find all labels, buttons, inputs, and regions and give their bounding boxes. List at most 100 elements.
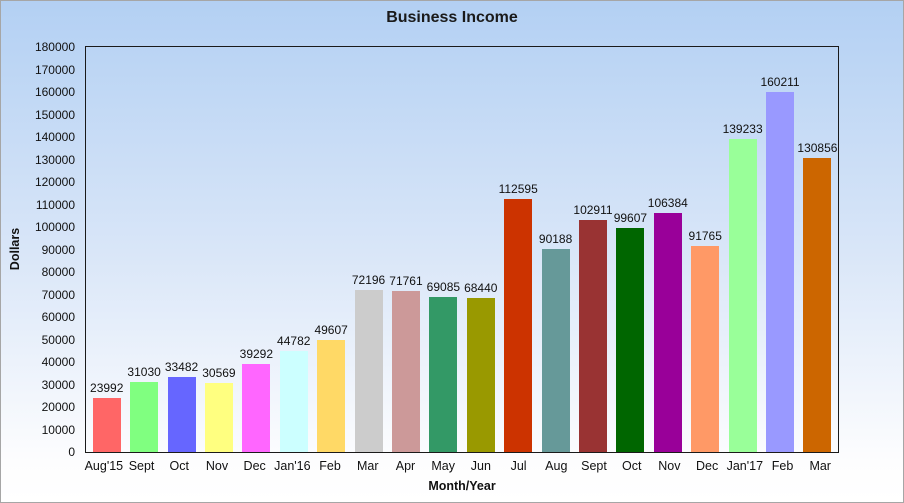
x-tick-slot: Dec bbox=[236, 459, 274, 473]
bar-slot: 90188 bbox=[537, 47, 574, 452]
bar-dec-16 bbox=[691, 245, 720, 452]
x-tick-label: Nov bbox=[205, 459, 229, 473]
x-tick-slot: Oct bbox=[613, 459, 651, 473]
y-tick-label: 120000 bbox=[34, 175, 75, 189]
x-tick-label: Feb bbox=[319, 459, 341, 473]
bar-value-label: 49607 bbox=[314, 323, 348, 338]
x-tick-label: Jan'16 bbox=[274, 459, 311, 473]
x-tick-slot: Jan'17 bbox=[726, 459, 764, 473]
bar-value-label: 30569 bbox=[202, 366, 236, 381]
y-tick-label: 50000 bbox=[41, 332, 75, 347]
x-tick-label: Feb bbox=[771, 459, 794, 473]
x-tick-slot: Jul bbox=[500, 459, 538, 473]
x-tick-slot: Sept bbox=[575, 459, 613, 473]
bar-slot: 30569 bbox=[200, 47, 237, 452]
bar-value-label: 31030 bbox=[127, 365, 161, 380]
bar-feb-6 bbox=[317, 340, 346, 452]
x-tick-slot: Dec bbox=[688, 459, 726, 473]
bar-value-label: 139233 bbox=[722, 121, 763, 136]
y-tick-label: 110000 bbox=[35, 197, 75, 212]
bar-mar-19 bbox=[803, 157, 832, 452]
x-tick-label: Aug bbox=[545, 459, 568, 473]
y-tick-label: 130000 bbox=[34, 152, 75, 167]
bar-oct-14 bbox=[616, 227, 645, 452]
bar-mar-7 bbox=[354, 289, 383, 452]
y-axis-labels: 0 10000 20000 30000 40000 50000 60000 70000 8000… bbox=[1, 40, 80, 459]
bar-feb-18 bbox=[766, 91, 795, 452]
y-tick-label: 90000 bbox=[41, 242, 75, 257]
x-tick-label: Sept bbox=[128, 459, 155, 473]
chart-title: Business Income bbox=[386, 9, 518, 26]
bar-value-label: 68440 bbox=[464, 281, 498, 296]
bar-aug-12 bbox=[541, 249, 570, 452]
bar-aug15-0 bbox=[92, 398, 121, 452]
x-tick-slot: Jan'16 bbox=[274, 459, 312, 473]
bar-slot: 72196 bbox=[350, 47, 387, 452]
x-tick-slot: Feb bbox=[311, 459, 349, 473]
bar-value-label: 106384 bbox=[647, 195, 688, 210]
x-tick-label: Dec bbox=[243, 459, 266, 473]
bar-slot: 31030 bbox=[125, 47, 162, 452]
x-tick-label: Mar bbox=[357, 459, 379, 473]
bar-value-label: 39292 bbox=[239, 346, 274, 361]
y-tick-label: 10000 bbox=[41, 422, 75, 437]
bar-jan16-5 bbox=[279, 351, 308, 452]
bar-slot: 99607 bbox=[612, 47, 649, 452]
x-tick-label: Sept bbox=[581, 459, 607, 473]
bar-slot: 69085 bbox=[425, 47, 462, 452]
x-tick-label: May bbox=[431, 459, 455, 473]
x-tick-slot: May bbox=[424, 459, 462, 473]
bar-jul-11 bbox=[504, 198, 533, 452]
bar-slot: 49607 bbox=[312, 47, 349, 452]
y-tick-label: 140000 bbox=[34, 130, 75, 144]
bar-nov-15 bbox=[653, 212, 682, 452]
bar-slot: 106384 bbox=[647, 47, 688, 452]
bar-slot: 39292 bbox=[238, 47, 275, 452]
bar-value-label: 91765 bbox=[688, 228, 722, 243]
bar-slot: 112595 bbox=[499, 47, 538, 452]
y-tick-label: 150000 bbox=[34, 107, 75, 122]
bar-value-label: 23992 bbox=[90, 381, 124, 396]
bar-slot: 68440 bbox=[462, 47, 499, 452]
x-tick-label: Jun bbox=[470, 459, 491, 473]
bar-slot: 102911 bbox=[573, 47, 613, 452]
bar-value-label: 71761 bbox=[389, 273, 423, 288]
x-tick-slot: Apr bbox=[387, 459, 425, 473]
bar-value-label: 99607 bbox=[613, 210, 648, 225]
bar-value-label: 33482 bbox=[164, 359, 199, 374]
x-tick-label: Jul bbox=[510, 459, 527, 473]
bar-slot: 33482 bbox=[163, 47, 200, 452]
bar-slot: 44782 bbox=[275, 47, 312, 452]
bar-jun-10 bbox=[466, 298, 495, 452]
bar-sept-13 bbox=[578, 220, 607, 452]
y-tick-label: 30000 bbox=[41, 377, 75, 392]
bar-value-label: 44782 bbox=[277, 334, 311, 349]
x-tick-label: Mar bbox=[809, 459, 831, 473]
x-tick-slot: Aug bbox=[537, 459, 575, 473]
bar-value-label: 160211 bbox=[760, 74, 800, 89]
y-tick-label: 80000 bbox=[41, 265, 75, 279]
x-tick-slot: Feb bbox=[764, 459, 802, 473]
y-tick-label: 160000 bbox=[34, 85, 75, 99]
x-tick-label: Oct bbox=[621, 459, 642, 473]
bar-slot: 160211 bbox=[760, 47, 800, 452]
x-tick-slot: Sept bbox=[123, 459, 161, 473]
y-tick-label: 180000 bbox=[34, 40, 75, 54]
x-tick-slot: Mar bbox=[801, 459, 839, 473]
y-tick-label: 40000 bbox=[41, 355, 75, 369]
y-tick-label: 20000 bbox=[41, 400, 75, 414]
x-tick-slot: Aug'15 bbox=[85, 459, 124, 473]
x-tick-slot: Jun bbox=[462, 459, 500, 473]
bar-value-label: 69085 bbox=[426, 279, 461, 294]
x-axis-labels: Aug'15 Sept Oct Nov Dec Jan'16 Feb Mar Apr May Jun… bbox=[85, 459, 839, 473]
x-tick-slot: Nov bbox=[198, 459, 236, 473]
bar-value-label: 72196 bbox=[351, 272, 386, 287]
x-tick-slot: Oct bbox=[160, 459, 198, 473]
y-tick-label: 0 bbox=[68, 445, 75, 459]
y-tick-label: 100000 bbox=[34, 220, 75, 234]
bar-slot: 139233 bbox=[722, 47, 763, 452]
bar-dec-4 bbox=[242, 363, 271, 452]
bar-oct-2 bbox=[167, 376, 196, 452]
bar-sept-1 bbox=[130, 382, 159, 452]
